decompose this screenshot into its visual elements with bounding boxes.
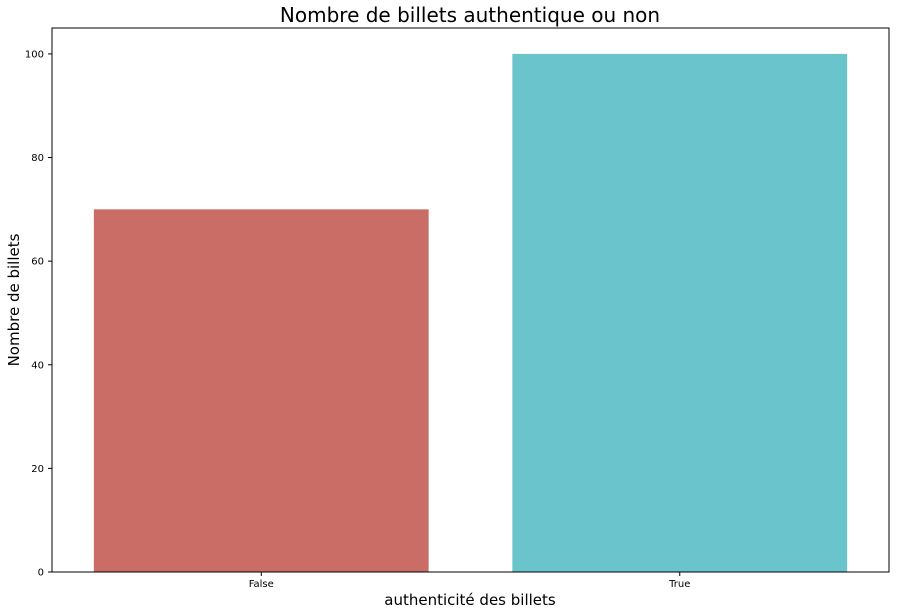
y-tick-label: 20 bbox=[31, 464, 44, 475]
y-tick-label: 0 bbox=[38, 568, 44, 579]
x-tick-label: True bbox=[668, 579, 690, 590]
y-tick-label: 60 bbox=[31, 257, 44, 268]
y-tick-label: 80 bbox=[31, 153, 44, 164]
y-tick-label: 40 bbox=[31, 360, 44, 371]
y-tick-label: 100 bbox=[25, 49, 44, 60]
y-axis-label: Nombre de billets bbox=[5, 233, 23, 366]
bar-true bbox=[512, 53, 848, 572]
bar-false bbox=[93, 209, 429, 573]
x-axis-label: authenticité des billets bbox=[384, 591, 556, 609]
chart-title: Nombre de billets authentique ou non bbox=[280, 3, 660, 27]
plot-frame bbox=[51, 27, 890, 573]
x-tick-label: False bbox=[249, 579, 274, 590]
plot-area: 0 20 40 60 80 100 False True bbox=[25, 49, 848, 590]
